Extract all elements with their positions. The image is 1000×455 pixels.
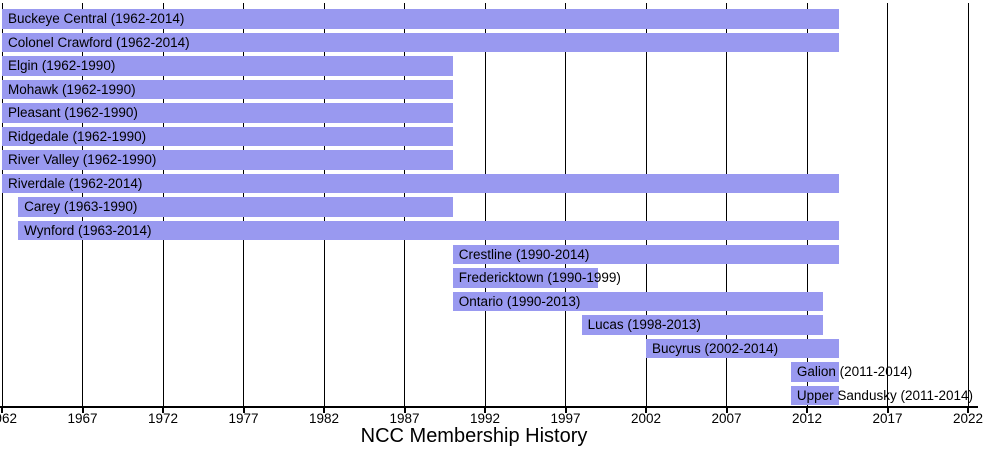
- timeline-bar-fredericktown: [452, 268, 598, 288]
- x-tick-label-2012: 2012: [791, 411, 823, 426]
- x-tick-1997: [564, 406, 567, 413]
- gridline-2017: [887, 3, 888, 406]
- x-tick-label-1962: 1962: [0, 411, 18, 426]
- timeline-bar-ontario: [452, 291, 824, 312]
- gridline-1962: [1, 3, 3, 406]
- gridline-2002: [645, 3, 647, 406]
- bar-label-colonel-crawford: Colonel Crawford (1962-2014): [8, 34, 190, 50]
- bar-label-riverdale: Riverdale (1962-2014): [8, 175, 143, 191]
- gridline-1992: [484, 3, 486, 406]
- timeline-bar-mohawk: [2, 79, 453, 100]
- x-tick-1977: [242, 406, 245, 413]
- x-tick-label-1997: 1997: [550, 411, 581, 426]
- timeline-bar-riverdale: [2, 173, 840, 194]
- timeline-bar-carey: [18, 197, 453, 217]
- x-tick-2017: [886, 406, 889, 413]
- x-tick-2007: [725, 406, 728, 413]
- bar-label-fredericktown: Fredericktown (1990-1999): [458, 270, 621, 286]
- x-tick-label-1987: 1987: [389, 411, 420, 426]
- timeline-bar-pleasant: [2, 103, 453, 123]
- bar-label-ridgedale: Ridgedale (1962-1990): [8, 128, 147, 144]
- x-tick-1992: [484, 406, 486, 413]
- timeline-bar-colonel-crawford: [2, 32, 840, 53]
- bar-label-ontario: Ontario (1990-2013): [458, 293, 581, 309]
- timeline-bar-elgin: [2, 56, 453, 76]
- gridline-2022: [967, 3, 969, 406]
- timeline-bar-upper-sandusky: [790, 385, 840, 406]
- bar-label-river-valley: River Valley (1962-1990): [8, 152, 157, 168]
- timeline-bar-wynford: [18, 220, 840, 241]
- x-axis-line: [0, 406, 978, 408]
- timeline-bar-galion: [790, 362, 840, 382]
- bar-label-pleasant: Pleasant (1962-1990): [8, 105, 138, 121]
- bar-label-carey: Carey (1963-1990): [24, 199, 138, 215]
- bar-label-buckeye-central: Buckeye Central (1962-2014): [8, 11, 185, 26]
- x-tick-label-2002: 2002: [630, 411, 662, 426]
- timeline-bar-bucyrus: [646, 338, 840, 359]
- x-tick-label-2007: 2007: [711, 411, 742, 426]
- x-tick-label-1972: 1972: [147, 411, 179, 426]
- chart-title: NCC Membership History: [360, 425, 588, 447]
- x-tick-2012: [806, 406, 808, 413]
- x-tick-label-1982: 1982: [308, 411, 340, 426]
- bar-label-wynford: Wynford (1963-2014): [24, 222, 152, 238]
- bar-label-lucas: Lucas (1998-2013): [587, 317, 701, 333]
- x-tick-1972: [162, 406, 164, 413]
- gridline-1997: [565, 3, 566, 406]
- x-tick-label-2017: 2017: [872, 411, 903, 426]
- x-tick-1982: [323, 406, 325, 413]
- x-tick-label-2022: 2022: [952, 411, 984, 426]
- bar-label-crestline: Crestline (1990-2014): [458, 246, 590, 262]
- x-tick-2022: [967, 406, 969, 413]
- bar-label-mohawk: Mohawk (1962-1990): [8, 81, 136, 97]
- timeline-bar-ridgedale: [2, 126, 453, 147]
- x-tick-label-1977: 1977: [228, 411, 259, 426]
- gridline-2012: [806, 3, 808, 406]
- bar-label-elgin: Elgin (1962-1990): [8, 58, 116, 74]
- x-tick-2002: [645, 406, 647, 413]
- timeline-bar-river-valley: [2, 150, 453, 170]
- bar-label-bucyrus: Bucyrus (2002-2014): [652, 340, 779, 356]
- gridline-2007: [726, 3, 727, 406]
- x-tick-label-1992: 1992: [469, 411, 501, 426]
- timeline-bar-crestline: [452, 244, 840, 264]
- timeline-bar-buckeye-central: [2, 9, 840, 29]
- x-tick-1967: [81, 406, 84, 413]
- x-tick-label-1967: 1967: [67, 411, 98, 426]
- timeline-bar-lucas: [581, 315, 824, 335]
- x-tick-1962: [1, 406, 3, 413]
- bar-label-upper-sandusky: Upper Sandusky (2011-2014): [796, 387, 973, 403]
- x-tick-1987: [403, 406, 406, 413]
- bar-label-galion: Galion (2011-2014): [796, 364, 913, 380]
